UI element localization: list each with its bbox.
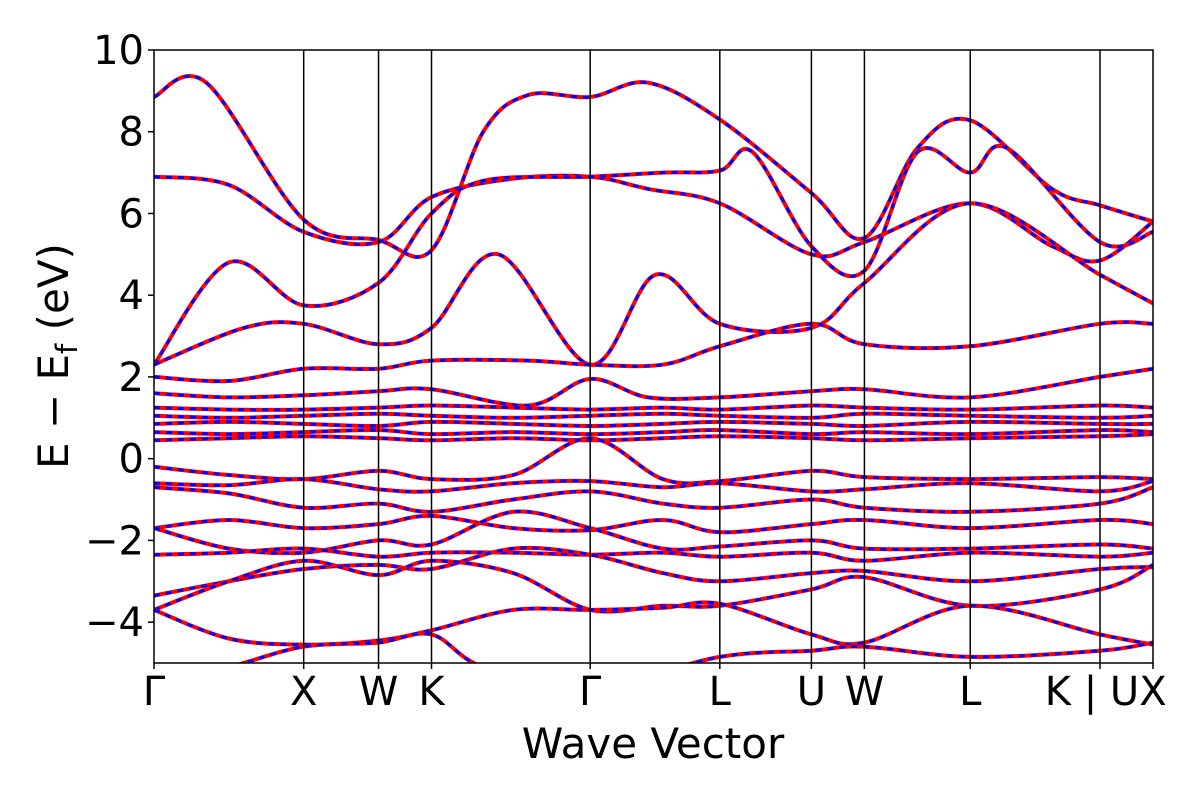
band-1-solid [154, 74, 1153, 259]
x-tick-label-10: K | U [1045, 669, 1139, 715]
band-4-solid [154, 201, 1153, 367]
x-axis-label: Wave Vector [522, 719, 785, 768]
x-tick-label-2: X [290, 669, 317, 715]
x-tick-label-11: X [1139, 669, 1166, 715]
y-tick-label-8: 10 [93, 28, 144, 74]
band-18-dashed [154, 546, 1153, 598]
band-20-dashed [154, 600, 1153, 647]
x-tick-label-3: W [359, 669, 399, 715]
y-tick-label-1: −4 [85, 600, 144, 646]
band-2-dashed [154, 174, 1153, 263]
y-axis-label: E − Ef (eV) [29, 243, 84, 469]
y-tick-label-3: 0 [119, 437, 144, 483]
y-axis-label-subscript: f [50, 343, 84, 354]
x-tick-label-6: L [709, 669, 732, 715]
y-tick-label-5: 4 [119, 273, 144, 319]
x-tick-label-5: Γ [579, 669, 602, 715]
x-tick-label-1: Γ [143, 669, 166, 715]
y-axis-label-unit: (eV) [29, 243, 78, 344]
high-symmetry-lines [302, 50, 1101, 663]
x-tick-label-8: W [845, 669, 885, 715]
x-tick-label-9: L [959, 669, 982, 715]
y-tick-label-4: 2 [119, 355, 144, 401]
y-tick-label-2: −2 [85, 518, 144, 564]
band-21-dashed [238, 631, 1153, 663]
plot-frame [153, 49, 1154, 664]
y-tick-label-6: 6 [119, 191, 144, 237]
x-tick-label-7: U [797, 669, 826, 715]
y-axis: −4 −2 0 2 4 6 8 10 [85, 28, 154, 646]
y-tick-label-7: 8 [119, 110, 144, 156]
y-axis-label-main: E − E [29, 354, 78, 469]
x-tick-label-4: K [418, 669, 446, 715]
